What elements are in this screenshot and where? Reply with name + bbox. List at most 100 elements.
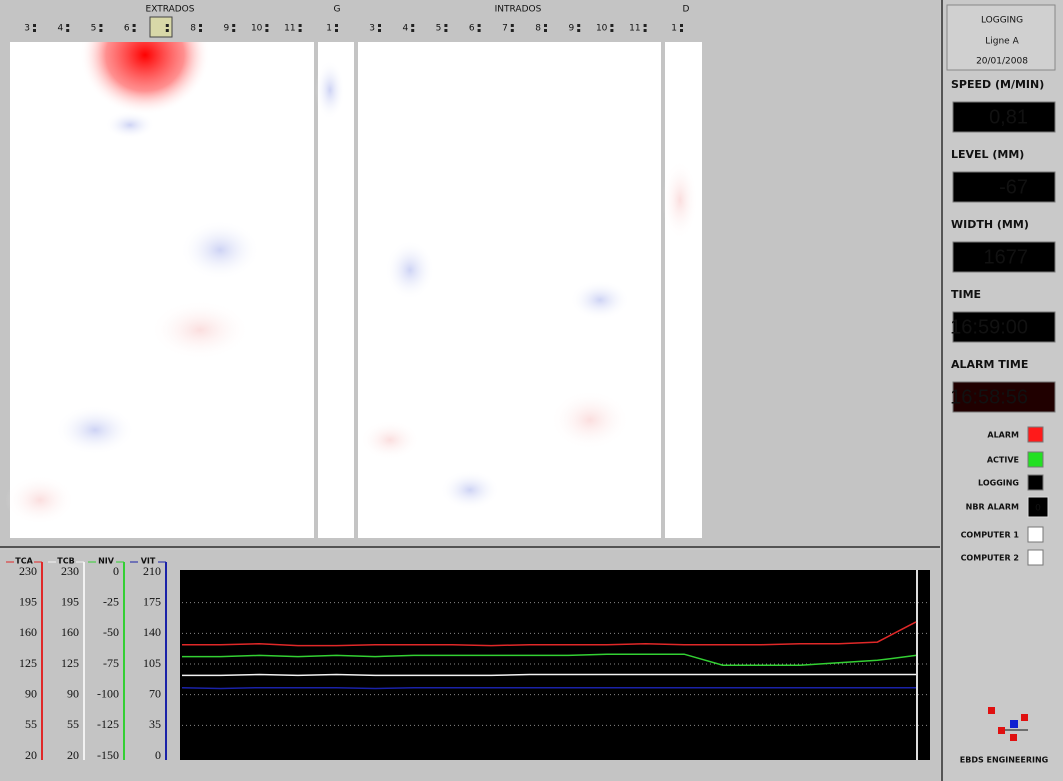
- column-icon: [165, 29, 169, 32]
- column-label: 1: [671, 24, 677, 34]
- readout-label: ALARM TIME: [951, 358, 1028, 371]
- column-icon: [444, 24, 448, 27]
- column-icon: [544, 29, 547, 32]
- axis-title: TCA: [15, 557, 33, 566]
- column-label: 9: [223, 24, 229, 34]
- column-label: 7: [502, 24, 508, 34]
- column-icon: [199, 29, 202, 32]
- column-icon: [99, 24, 103, 27]
- column-icon: [680, 29, 683, 32]
- readout-box: [952, 171, 1056, 203]
- column-icon: [265, 29, 269, 32]
- column-icon: [378, 29, 381, 32]
- column-icon: [66, 24, 70, 27]
- readout-label: WIDTH (MM): [951, 218, 1029, 231]
- group-label: D: [683, 5, 690, 15]
- axis-tick-label: 175: [143, 594, 161, 608]
- axis-title: TCB: [57, 557, 74, 566]
- axis-title: NIV: [98, 557, 115, 566]
- indicator-label: LOGGING: [978, 479, 1019, 488]
- axis-tick-label: 55: [67, 717, 79, 731]
- indicator-label: ACTIVE: [987, 456, 1019, 465]
- status-text: LOGGING: [981, 16, 1023, 26]
- axis-tick-label: 160: [61, 625, 79, 639]
- trend-line: [181, 686, 916, 690]
- column-icon: [411, 24, 415, 27]
- column-label: 5: [91, 24, 97, 34]
- column-label: 5: [436, 24, 442, 34]
- column-icon: [335, 24, 338, 27]
- column-icon: [477, 29, 481, 32]
- axis-tick-label: 140: [143, 625, 161, 639]
- axis-tick-label: 230: [19, 564, 37, 578]
- axis-tick-label: 0: [113, 564, 119, 578]
- column-icon: [680, 24, 683, 27]
- column-icon: [378, 24, 381, 27]
- axis-tick-label: 90: [67, 686, 79, 700]
- column-icon: [232, 24, 236, 27]
- column-icon: [610, 24, 614, 27]
- trend-line: [182, 621, 917, 647]
- indicator: [1027, 451, 1044, 468]
- column-icon: [643, 29, 647, 32]
- readout-value: 16:59:00: [950, 316, 1028, 338]
- column-label: 8: [190, 24, 196, 34]
- column-icon: [232, 29, 236, 32]
- readout-box: [952, 101, 1056, 133]
- trend-plot: [180, 570, 930, 760]
- logo: [988, 707, 1028, 741]
- axis-title-bg: [138, 557, 158, 566]
- axis-tick-label: 70: [149, 686, 161, 700]
- column-icon: [66, 29, 70, 32]
- column-icon: [335, 29, 338, 32]
- column-icon: [99, 29, 103, 32]
- readout-value: 0,81: [989, 106, 1028, 128]
- axis-tick-label: -100: [97, 686, 119, 700]
- column-icon: [544, 24, 547, 27]
- column-icon: [477, 24, 481, 27]
- indicator-label: NBR ALARM: [966, 503, 1019, 512]
- readout-value: 1677: [984, 246, 1029, 268]
- column-label: 9: [568, 24, 574, 34]
- column-label: 8: [535, 24, 541, 34]
- axis-tick-label: 20: [25, 748, 37, 762]
- column-icon: [132, 24, 136, 27]
- heatmap: [5, 42, 702, 538]
- readout-label: SPEED (M/MIN): [951, 78, 1044, 91]
- readout-label: TIME: [951, 288, 981, 301]
- column-label: 1: [326, 24, 332, 34]
- readout-box: [952, 311, 1056, 343]
- column-icon: [199, 24, 202, 27]
- axis-tick-label: 20: [67, 748, 79, 762]
- status-text: 20/01/2008: [976, 57, 1028, 67]
- indicator: [1027, 526, 1044, 543]
- axis-tick-label: 125: [19, 656, 37, 670]
- group-label: INTRADOS: [495, 5, 542, 15]
- indicator-label: COMPUTER 1: [961, 531, 1020, 540]
- axis-title-bg: [14, 557, 34, 566]
- column-label: 10: [251, 24, 263, 34]
- axis-tick-label: 230: [61, 564, 79, 578]
- column-label: 6: [469, 24, 475, 34]
- axis-tick-label: -125: [97, 717, 119, 731]
- column-icon: [265, 24, 269, 27]
- group-label: G: [334, 5, 341, 15]
- indicator-label: COMPUTER 2: [961, 554, 1019, 563]
- column-icon: [132, 29, 136, 32]
- axis-tick-label: -150: [97, 748, 119, 762]
- column-label: 11: [629, 24, 640, 34]
- axis-tick-label: 125: [61, 656, 79, 670]
- column-icon: [577, 29, 581, 32]
- column-icon: [510, 29, 514, 32]
- trend-line: [182, 653, 917, 666]
- group-label: EXTRADOS: [146, 5, 195, 15]
- axis-title-bg: [96, 557, 116, 566]
- column-label: 11: [284, 24, 295, 34]
- column-icon: [298, 29, 302, 32]
- column-label: 3: [24, 24, 30, 34]
- column-label: 4: [402, 24, 408, 34]
- axis-tick-label: 160: [19, 625, 37, 639]
- column-icon: [33, 24, 36, 27]
